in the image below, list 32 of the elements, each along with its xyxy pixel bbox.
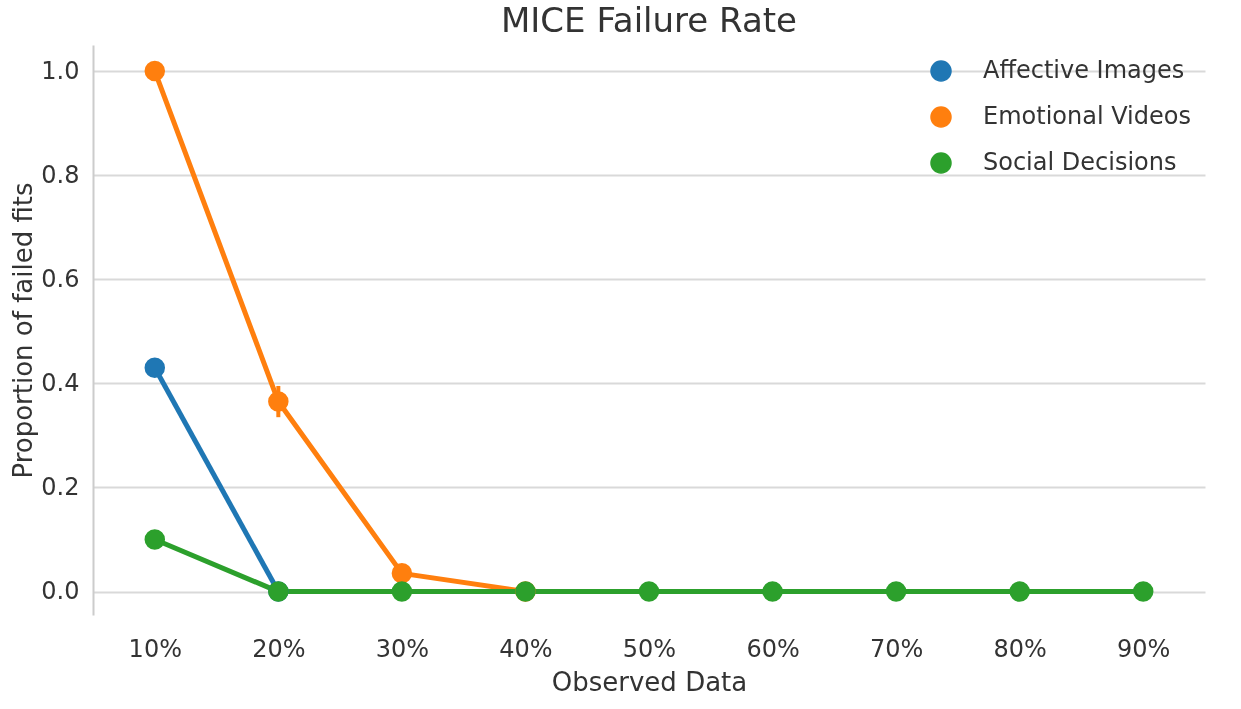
x-tick-label: 30% <box>375 634 430 663</box>
legend-label: Social Decisions <box>983 148 1177 176</box>
x-tick-label: 70% <box>869 634 924 663</box>
point <box>391 581 413 602</box>
point <box>1132 581 1154 602</box>
x-tick-label: 50% <box>622 634 677 663</box>
x-tick-label: 40% <box>499 634 553 663</box>
legend-label: Affective Images <box>983 56 1185 84</box>
x-tick-label: 90% <box>1117 634 1171 663</box>
y-tick-label: 1.0 <box>41 56 80 85</box>
y-tick-label: 0.0 <box>41 577 80 606</box>
legend-label: Emotional Videos <box>983 102 1191 130</box>
y-tick-label: 0.4 <box>41 368 80 397</box>
y-tick-label: 0.8 <box>41 160 80 189</box>
y-tick-label: 0.2 <box>41 472 80 501</box>
point <box>1009 581 1030 602</box>
point <box>762 581 783 602</box>
point <box>144 60 166 82</box>
point <box>268 391 289 412</box>
x-tick-label: 10% <box>128 634 182 663</box>
chart-title: MICE Failure Rate <box>500 0 798 40</box>
point <box>144 529 166 550</box>
y-axis-title: Proportion of failed fits <box>8 182 39 479</box>
point <box>885 581 907 602</box>
y-tick-label: 0.6 <box>41 264 80 293</box>
point <box>391 563 413 584</box>
x-axis-title: Observed Data <box>551 666 748 697</box>
x-tick-label: 80% <box>993 634 1047 663</box>
point <box>144 357 166 378</box>
point <box>638 581 660 602</box>
x-tick-label: 60% <box>746 634 800 663</box>
x-tick-label: 20% <box>252 634 306 663</box>
